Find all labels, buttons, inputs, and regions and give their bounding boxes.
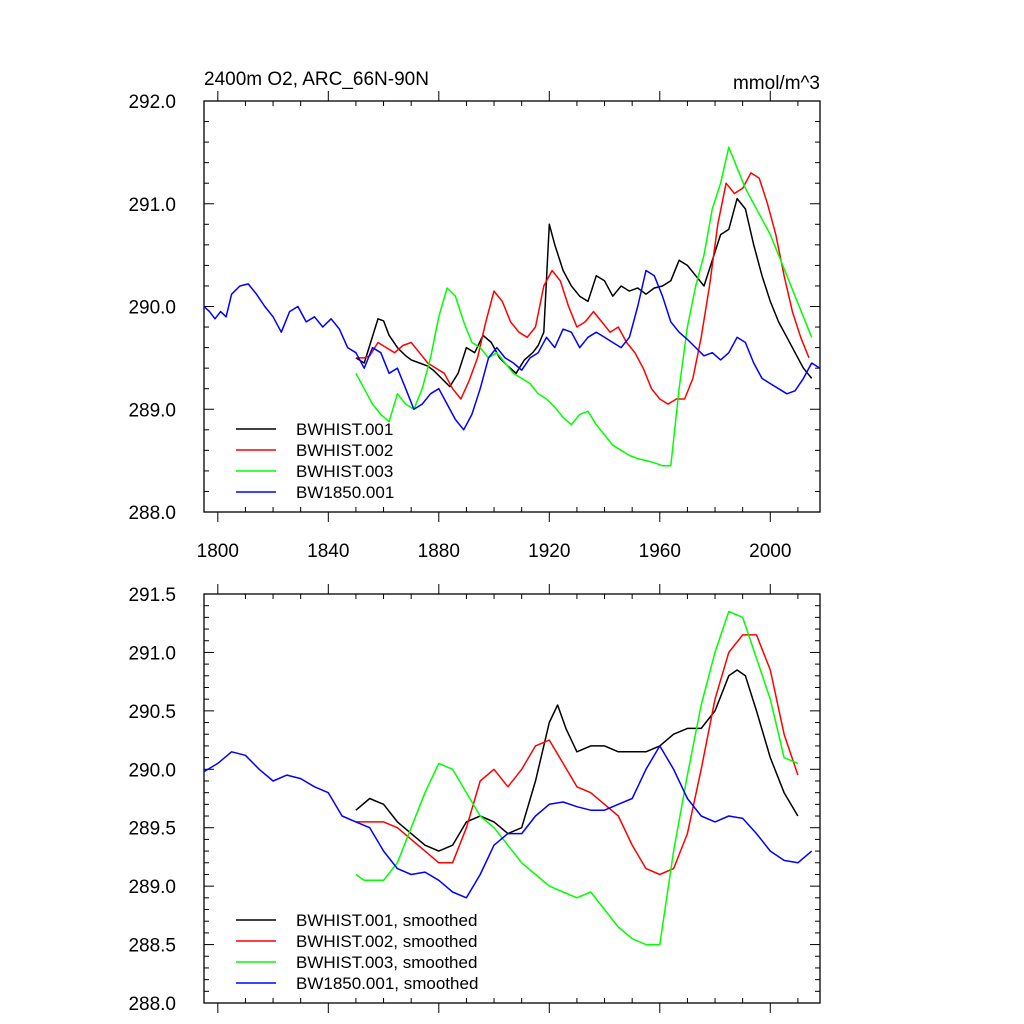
series-line [355, 634, 799, 876]
y-tick-label: 291.0 [128, 643, 176, 664]
y-tick-label: 289.0 [128, 400, 176, 421]
legend-label: BWHIST.002, smoothed [296, 932, 477, 951]
series-line [355, 172, 810, 405]
y-tick-label: 290.0 [128, 760, 176, 781]
plot-frame [203, 593, 821, 1004]
y-tick-label: 290.0 [128, 298, 176, 319]
x-tick-label: 1880 [418, 541, 460, 562]
series-line [203, 269, 821, 431]
y-tick-label: 288.5 [128, 936, 176, 957]
chart-title: 2400m O2, ARC_66N-90N [204, 69, 429, 90]
legend-label: BWHIST.003 [296, 462, 393, 481]
y-tick-label: 288.0 [128, 994, 176, 1015]
y-tick-label: 288.0 [128, 503, 176, 524]
y-tick-label: 290.5 [128, 702, 176, 723]
units-label: mmol/m^3 [733, 73, 820, 94]
series-line [355, 669, 799, 852]
y-tick-label: 291.0 [128, 195, 176, 216]
legend-label: BW1850.001 [296, 483, 394, 502]
x-tick-label: 1800 [197, 541, 239, 562]
bottom-chart-panel: 288.0 288.5 289.0 289.5 290.0 290.5 291.0 291.5… [128, 584, 821, 1015]
series-line [355, 146, 813, 467]
legend-label: BWHIST.001 [296, 420, 393, 439]
x-tick-label: 1960 [639, 541, 681, 562]
y-tick-label: 289.0 [128, 877, 176, 898]
x-tick-label: 1920 [528, 541, 570, 562]
legend-label: BWHIST.001, smoothed [296, 911, 477, 930]
y-tick-label: 292.0 [128, 92, 176, 113]
legend-label: BW1850.001, smoothed [296, 974, 478, 993]
x-tick-label: 1840 [307, 541, 349, 562]
legend-label: BWHIST.003, smoothed [296, 953, 477, 972]
legend-label: BWHIST.002 [296, 441, 393, 460]
y-tick-label: 289.5 [128, 819, 176, 840]
y-tick-label: 291.5 [128, 585, 176, 606]
series-line [203, 745, 813, 899]
top-chart-panel: 288.0 289.0 290.0 291.0 292.0 1800 1840 1880 192… [128, 69, 821, 562]
series-line [355, 610, 799, 946]
series-line [355, 197, 813, 388]
x-tick-label: 2000 [749, 541, 791, 562]
